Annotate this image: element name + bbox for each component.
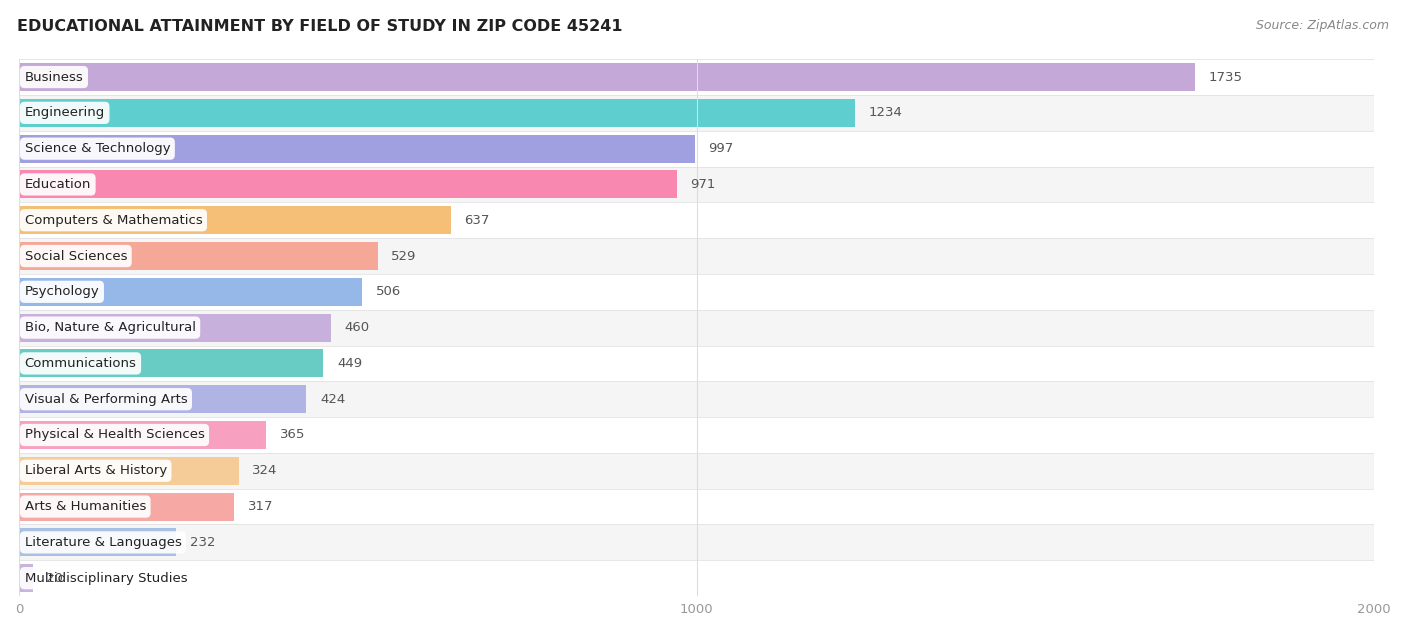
Bar [20,381,1374,417]
Bar [20,95,1374,131]
Text: Source: ZipAtlas.com: Source: ZipAtlas.com [1256,19,1389,32]
Text: 637: 637 [464,214,489,227]
Bar [20,167,1374,203]
Bar [20,386,307,413]
Bar [20,63,1195,91]
Text: 324: 324 [252,464,277,477]
Text: 506: 506 [375,285,401,298]
Bar [20,346,1374,381]
Text: Psychology: Psychology [25,285,100,298]
Text: Physical & Health Sciences: Physical & Health Sciences [25,428,204,442]
Text: 424: 424 [321,392,346,406]
Bar [20,493,233,521]
Bar [20,206,451,234]
Text: 997: 997 [709,142,734,155]
Bar [20,170,678,198]
Text: 20: 20 [46,572,63,585]
Text: Arts & Humanities: Arts & Humanities [25,500,146,513]
Bar [20,524,1374,560]
Text: Liberal Arts & History: Liberal Arts & History [25,464,167,477]
Bar [20,457,239,485]
Text: Education: Education [25,178,91,191]
Text: 317: 317 [247,500,273,513]
Bar [20,560,1374,596]
Text: Computers & Mathematics: Computers & Mathematics [25,214,202,227]
Bar [20,59,1374,95]
Text: Social Sciences: Social Sciences [25,249,127,262]
Bar [20,488,1374,524]
Text: Business: Business [25,71,83,83]
Text: Science & Technology: Science & Technology [25,142,170,155]
Bar [20,350,323,377]
Bar [20,421,267,449]
Text: 529: 529 [391,249,416,262]
Bar [20,528,176,557]
Text: 1234: 1234 [869,107,903,119]
Bar [20,314,330,341]
Text: 365: 365 [280,428,305,442]
Bar [20,203,1374,238]
Bar [20,242,378,270]
Bar [20,564,32,592]
Text: EDUCATIONAL ATTAINMENT BY FIELD OF STUDY IN ZIP CODE 45241: EDUCATIONAL ATTAINMENT BY FIELD OF STUDY… [17,19,623,34]
Bar [20,99,855,127]
Bar [20,238,1374,274]
Text: Literature & Languages: Literature & Languages [25,536,181,549]
Bar [20,310,1374,346]
Bar [20,453,1374,488]
Bar [20,417,1374,453]
Bar [20,274,1374,310]
Bar [20,278,361,306]
Text: 1735: 1735 [1208,71,1241,83]
Bar [20,131,1374,167]
Text: Communications: Communications [25,357,136,370]
Text: 449: 449 [337,357,363,370]
Text: Visual & Performing Arts: Visual & Performing Arts [25,392,187,406]
Text: Multidisciplinary Studies: Multidisciplinary Studies [25,572,187,585]
Text: 460: 460 [344,321,370,334]
Text: Engineering: Engineering [25,107,105,119]
Text: Bio, Nature & Agricultural: Bio, Nature & Agricultural [25,321,195,334]
Bar [20,134,695,163]
Text: 971: 971 [690,178,716,191]
Text: 232: 232 [190,536,215,549]
